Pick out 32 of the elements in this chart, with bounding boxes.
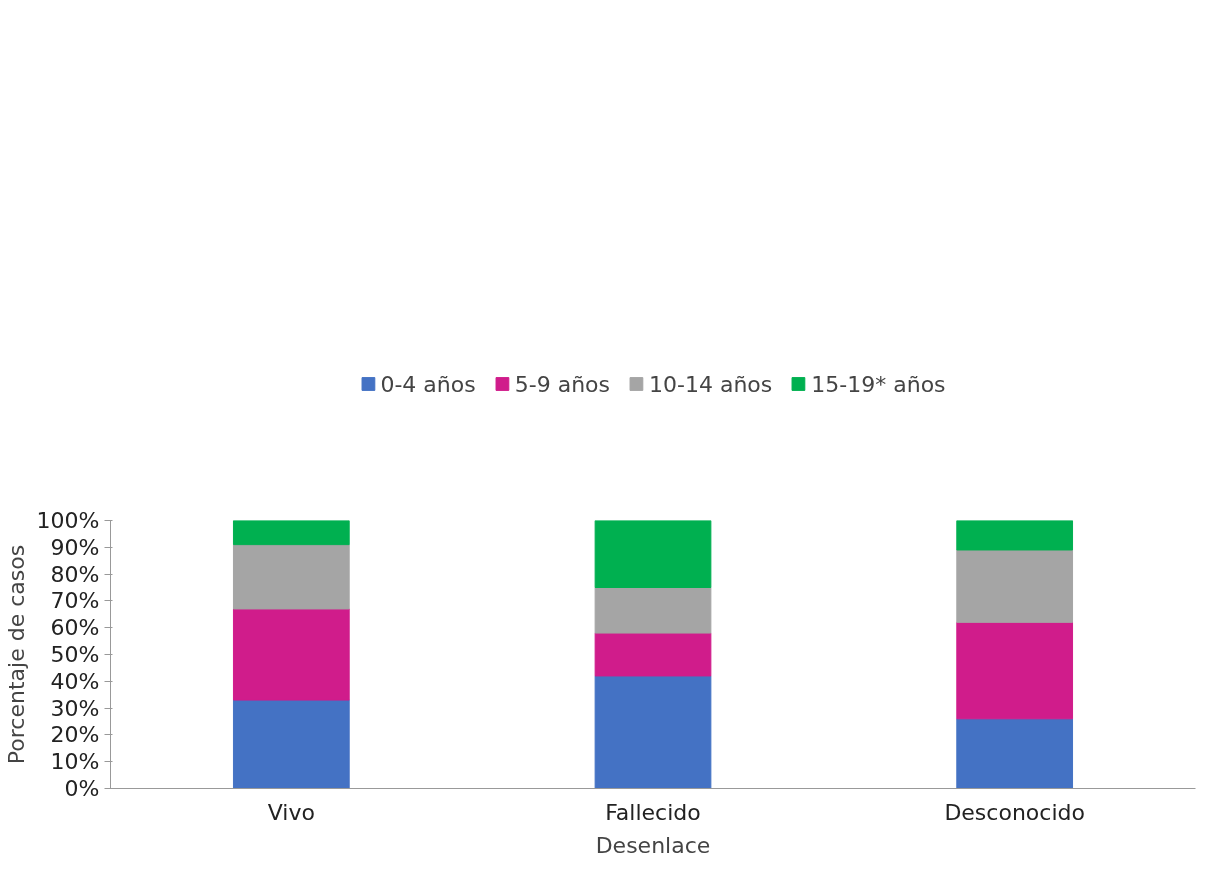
- y-axis-title: Porcentaje de casos: [3, 544, 29, 765]
- bar: [956, 520, 1074, 551]
- bar: [956, 718, 1074, 789]
- y-tick-label: 20%: [50, 722, 100, 748]
- legend-label: 15-19* años: [811, 371, 946, 397]
- y-tick-label: 40%: [50, 668, 100, 694]
- y-tick-label: 70%: [50, 588, 100, 614]
- legend-label: 10-14 años: [649, 371, 773, 397]
- bar: [232, 608, 350, 701]
- bar: [594, 675, 712, 789]
- bar: [956, 621, 1074, 720]
- x-tick-label: Vivo: [267, 799, 315, 825]
- x-axis-title: Desenlace: [595, 832, 711, 858]
- y-tick-label: 100%: [36, 508, 100, 533]
- x-tick-label: Desconocido: [944, 799, 1085, 825]
- y-tick-label: 60%: [50, 615, 100, 641]
- legend-label: 0-4 años: [380, 371, 476, 397]
- y-tick-label: 30%: [50, 695, 100, 721]
- bar: [594, 520, 712, 588]
- y-tick-label: 0%: [64, 776, 100, 801]
- bar: [232, 699, 350, 789]
- y-tick-label: 50%: [50, 642, 100, 667]
- x-tick-label: Fallecido: [605, 799, 701, 825]
- bar: [956, 549, 1074, 623]
- legend-label: 5-9 años: [514, 371, 610, 397]
- y-tick-label: 80%: [50, 561, 100, 587]
- bar: [232, 520, 350, 546]
- bar: [594, 632, 712, 677]
- bar: [232, 544, 350, 610]
- y-tick-label: 10%: [50, 749, 100, 775]
- y-tick-label: 90%: [50, 534, 100, 560]
- bar: [594, 587, 712, 634]
